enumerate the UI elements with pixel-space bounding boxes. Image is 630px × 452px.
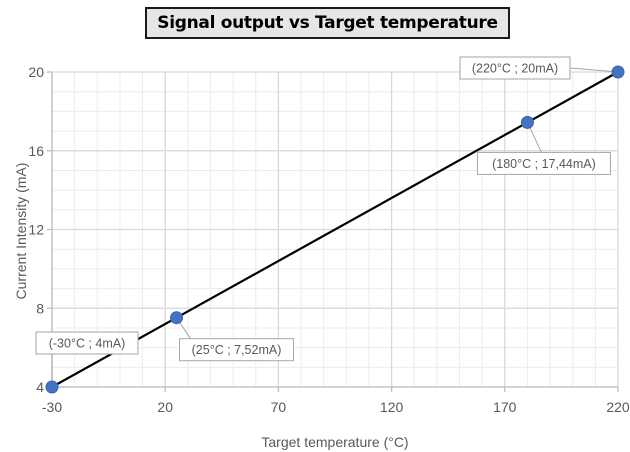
data-markers bbox=[45, 65, 625, 394]
x-axis-label: Target temperature (°C) bbox=[261, 434, 408, 450]
data-label: (25°C ; 7,52mA) bbox=[192, 343, 282, 357]
data-point bbox=[170, 311, 184, 325]
y-tick-label: 16 bbox=[28, 143, 44, 159]
y-tick-label: 12 bbox=[28, 222, 44, 238]
y-tick-label: 20 bbox=[28, 64, 44, 80]
data-point bbox=[45, 380, 59, 394]
x-tick-label: -30 bbox=[42, 399, 62, 415]
data-label-box bbox=[459, 56, 571, 80]
data-label-box bbox=[179, 338, 295, 362]
chart-title: Signal output vs Target temperature bbox=[145, 7, 510, 39]
data-label: (-30°C ; 4mA) bbox=[49, 337, 126, 351]
data-label: (220°C ; 20mA) bbox=[472, 62, 558, 76]
tick-labels: -30 20 70 120 170 220 4 8 12 16 20 bbox=[28, 64, 629, 415]
callout-leader-line bbox=[569, 67, 619, 73]
x-tick-label: 170 bbox=[493, 399, 517, 415]
y-tick-label: 4 bbox=[36, 379, 44, 395]
x-tick-label: 120 bbox=[380, 399, 404, 415]
data-point bbox=[611, 65, 625, 79]
data-label-box bbox=[35, 331, 139, 355]
x-tick-label: 70 bbox=[271, 399, 287, 415]
data-label-box bbox=[476, 151, 611, 175]
data-point bbox=[520, 115, 534, 129]
x-tick-label: 20 bbox=[157, 399, 173, 415]
data-label-callouts: (-30°C ; 4mA) (25°C ; 7,52mA) (180°C ; 17,… bbox=[35, 56, 611, 362]
data-label: (180°C ; 17,44mA) bbox=[492, 157, 596, 171]
y-tick-label: 8 bbox=[36, 300, 44, 316]
x-tick-label: 220 bbox=[606, 399, 630, 415]
y-axis-label: Current Intensity (mA) bbox=[13, 163, 29, 300]
